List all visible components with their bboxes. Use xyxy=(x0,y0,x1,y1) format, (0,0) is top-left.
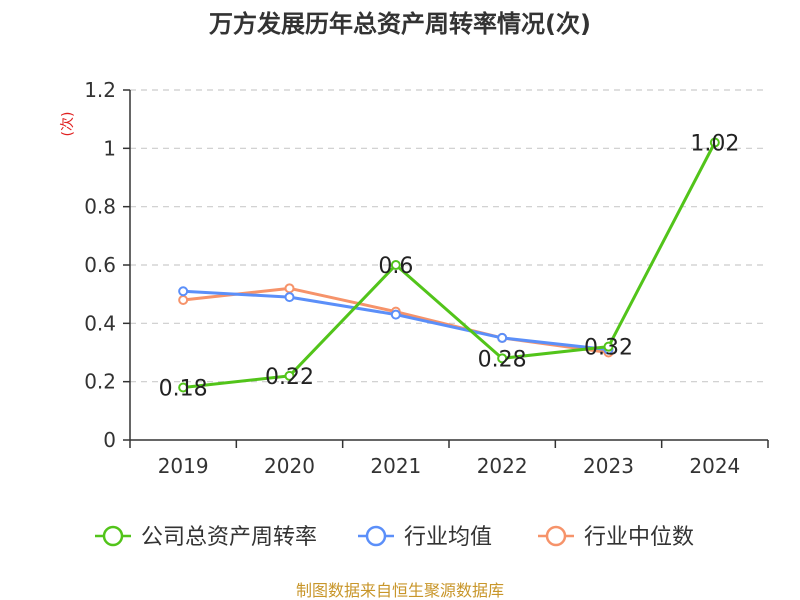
data-point xyxy=(284,292,295,303)
data-point xyxy=(390,309,401,320)
x-tick-label: 2021 xyxy=(370,454,421,478)
y-tick-label: 0.4 xyxy=(84,311,116,335)
y-tick-label: 0.8 xyxy=(84,195,116,219)
data-point xyxy=(284,370,295,381)
source-note: 制图数据来自恒生聚源数据库 xyxy=(296,581,504,600)
series-group xyxy=(178,137,720,393)
data-label: 0.18 xyxy=(159,377,208,402)
x-tick-label: 2023 xyxy=(583,454,634,478)
y-tick-label: 0.2 xyxy=(84,370,116,394)
data-label: 1.02 xyxy=(690,132,739,157)
grid-lines xyxy=(130,89,768,383)
x-tick-label: 2020 xyxy=(264,454,315,478)
data-point xyxy=(178,286,189,297)
legend-label: 行业中位数 xyxy=(584,525,694,550)
data-point xyxy=(603,341,614,352)
x-tick-labels: 2019 2020 2021 2022 2023 2024 xyxy=(158,454,741,478)
data-label: 0.6 xyxy=(378,254,413,279)
data-point xyxy=(178,382,189,393)
legend-label: 行业均值 xyxy=(404,525,492,550)
y-tick-label: 0 xyxy=(103,428,116,452)
chart-title: 万方发展历年总资产周转率情况(次) xyxy=(209,10,591,38)
legend-label: 公司总资产周转率 xyxy=(141,525,317,550)
x-tick-label: 2024 xyxy=(689,454,740,478)
y-tick-label: 1.2 xyxy=(84,78,116,102)
legend-marker-circle xyxy=(545,525,567,547)
y-tick-label: 0.6 xyxy=(84,253,116,277)
legend-marker-circle xyxy=(365,525,387,547)
x-tick-label: 2022 xyxy=(477,454,528,478)
data-point xyxy=(497,332,508,343)
legend: 公司总资产周转率 行业均值 行业中位数 xyxy=(95,525,694,550)
data-point xyxy=(284,283,295,294)
y-tick-label: 1 xyxy=(103,136,116,160)
y-axis-label: (次) xyxy=(60,112,76,137)
axes xyxy=(123,89,769,448)
x-tick-label: 2019 xyxy=(158,454,209,478)
series-line xyxy=(183,289,609,352)
data-point xyxy=(497,353,508,364)
data-labels: 0.18 0.22 0.6 0.28 0.32 1.02 xyxy=(159,132,740,402)
data-label: 0.22 xyxy=(265,365,314,390)
data-point xyxy=(178,295,189,305)
series-line xyxy=(183,141,717,389)
y-tick-labels: 0 0.2 0.4 0.6 0.8 1 1.2 xyxy=(84,78,116,452)
data-point xyxy=(390,260,401,270)
data-label: 0.32 xyxy=(584,336,633,361)
legend-marker-circle xyxy=(102,525,124,547)
data-label: 0.28 xyxy=(478,347,527,372)
data-point xyxy=(709,137,720,148)
